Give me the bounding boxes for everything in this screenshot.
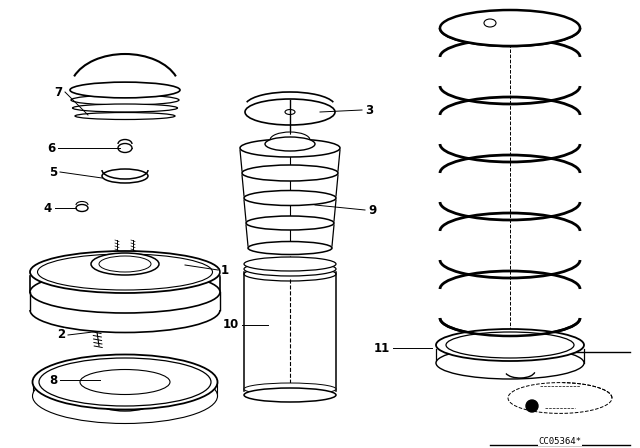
Ellipse shape <box>39 358 211 406</box>
Ellipse shape <box>118 143 132 152</box>
Ellipse shape <box>446 332 574 358</box>
Text: 4: 4 <box>44 202 52 215</box>
Text: 2: 2 <box>57 328 65 341</box>
Text: 10: 10 <box>223 319 239 332</box>
Text: CC05364*: CC05364* <box>538 436 582 445</box>
Ellipse shape <box>285 109 295 115</box>
Ellipse shape <box>484 19 496 27</box>
Ellipse shape <box>99 256 151 272</box>
Circle shape <box>526 400 538 412</box>
Ellipse shape <box>242 165 338 181</box>
Text: 8: 8 <box>49 374 57 387</box>
Ellipse shape <box>246 216 334 230</box>
Ellipse shape <box>71 95 179 105</box>
Ellipse shape <box>244 383 336 395</box>
Ellipse shape <box>38 254 212 290</box>
Text: 11: 11 <box>374 341 390 354</box>
Text: 9: 9 <box>368 203 376 216</box>
Text: 7: 7 <box>54 86 62 99</box>
Ellipse shape <box>116 173 134 179</box>
Ellipse shape <box>30 251 220 293</box>
Ellipse shape <box>104 171 146 181</box>
Ellipse shape <box>248 241 332 254</box>
Text: 6: 6 <box>47 142 55 155</box>
Ellipse shape <box>436 329 584 361</box>
Ellipse shape <box>70 82 180 98</box>
Text: 1: 1 <box>221 263 229 276</box>
Ellipse shape <box>436 347 584 379</box>
Ellipse shape <box>91 253 159 275</box>
Ellipse shape <box>72 104 177 112</box>
Ellipse shape <box>440 10 580 46</box>
Ellipse shape <box>102 169 148 183</box>
Ellipse shape <box>33 369 218 423</box>
Ellipse shape <box>30 271 220 313</box>
Ellipse shape <box>244 262 336 276</box>
Ellipse shape <box>76 204 88 211</box>
Ellipse shape <box>244 190 336 206</box>
Text: 5: 5 <box>49 165 57 178</box>
Ellipse shape <box>265 137 315 151</box>
Text: 3: 3 <box>365 103 373 116</box>
Ellipse shape <box>245 99 335 125</box>
Ellipse shape <box>240 139 340 157</box>
Ellipse shape <box>80 370 170 395</box>
Ellipse shape <box>244 388 336 402</box>
Ellipse shape <box>244 267 336 281</box>
Ellipse shape <box>244 257 336 271</box>
Ellipse shape <box>33 354 218 409</box>
Ellipse shape <box>75 112 175 120</box>
